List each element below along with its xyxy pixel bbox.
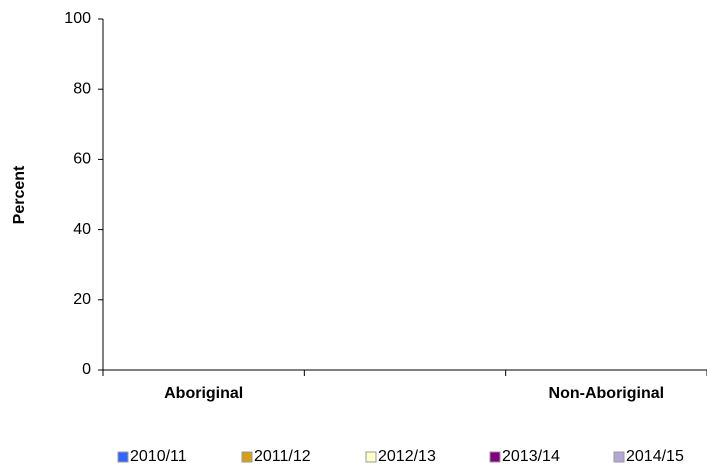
legend-label: 2010/11 bbox=[130, 448, 187, 465]
legend-label: 2011/12 bbox=[254, 448, 311, 465]
y-tick-label: 20 bbox=[73, 291, 91, 308]
y-tick-label: 100 bbox=[64, 10, 91, 27]
y-tick-label: 60 bbox=[73, 151, 91, 168]
legend-marker bbox=[489, 451, 501, 463]
legend-marker bbox=[613, 451, 625, 463]
y-axis-label: Percent bbox=[11, 165, 28, 224]
y-tick-label: 40 bbox=[73, 221, 91, 238]
legend-marker bbox=[365, 451, 377, 463]
x-tick-label: Non-Aboriginal bbox=[549, 385, 665, 402]
y-tick-label: 80 bbox=[73, 80, 91, 97]
legend-marker bbox=[241, 451, 253, 463]
x-tick-label: Aboriginal bbox=[164, 385, 243, 402]
legend-label: 2013/14 bbox=[502, 448, 560, 465]
legend-marker bbox=[117, 451, 129, 463]
y-tick-label: 0 bbox=[82, 361, 91, 378]
legend-label: 2012/13 bbox=[378, 448, 436, 465]
legend-label: 2014/15 bbox=[626, 448, 684, 465]
